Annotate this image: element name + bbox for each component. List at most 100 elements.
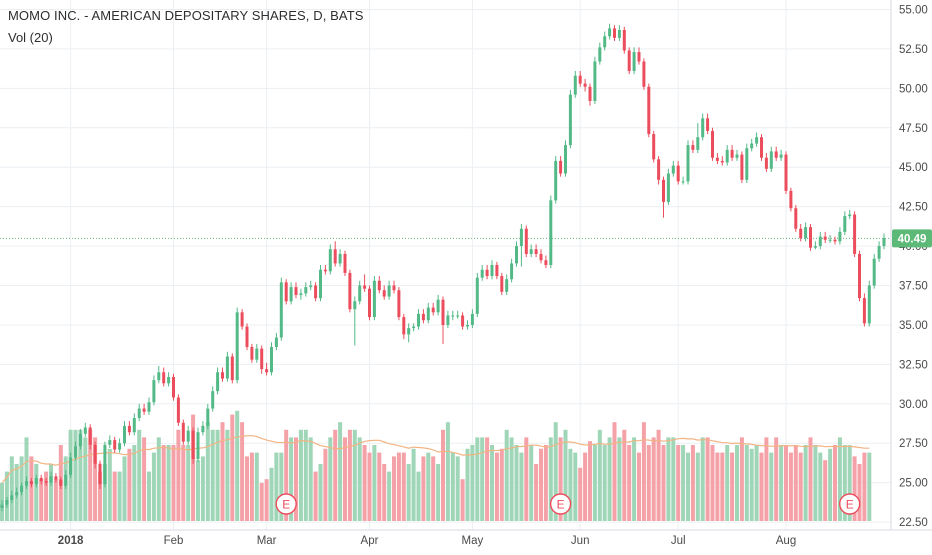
price-tick-label: 45.00 — [899, 162, 928, 174]
time-tick-label: Feb — [164, 535, 184, 547]
volume-bar — [235, 410, 240, 521]
volume-bar — [392, 456, 396, 521]
price-axis[interactable]: 22.5025.0027.5030.0032.5035.0037.5040.00… — [899, 4, 928, 529]
volume-bar — [142, 437, 147, 521]
volume-bar — [842, 445, 847, 521]
candle-body — [877, 246, 881, 259]
volume-bar — [803, 445, 808, 521]
volume-bar — [313, 471, 318, 521]
candle-body — [755, 137, 759, 144]
candle-body — [431, 307, 435, 313]
volume-moving-average-line — [1, 435, 870, 484]
time-axis[interactable]: 2018 Feb Mar Apr May Jun Jul Aug — [58, 535, 796, 547]
volume-bar — [641, 422, 646, 521]
volume-bar — [632, 437, 637, 521]
volume-bar — [34, 464, 39, 521]
volume-bar — [592, 445, 597, 521]
volume-bar — [367, 452, 372, 521]
volume-bar — [553, 422, 558, 521]
volume-bar — [107, 448, 112, 521]
candle-body — [769, 151, 773, 169]
candle-body — [201, 425, 205, 433]
candle-body — [784, 154, 788, 191]
candle-body — [701, 118, 705, 138]
candle-body — [88, 427, 92, 445]
volume-bar — [700, 437, 705, 521]
volume-bar — [230, 414, 235, 521]
earnings-marker[interactable]: E — [839, 493, 861, 515]
candle-body — [98, 463, 102, 485]
candle-body — [485, 269, 489, 277]
candle-body — [10, 495, 14, 501]
volume-bar — [573, 452, 578, 521]
candle-body — [78, 433, 82, 447]
volume-bar — [421, 456, 426, 521]
candle-body — [613, 28, 616, 38]
volume-bar — [676, 445, 681, 521]
volume-bar — [715, 452, 720, 521]
candle-body — [588, 86, 592, 101]
candle-body — [314, 285, 318, 299]
price-tick-label: 52.50 — [899, 44, 928, 56]
volume-bar — [607, 437, 612, 521]
volume-bar — [240, 422, 245, 521]
candle-body — [564, 145, 567, 174]
candle-body — [735, 154, 739, 158]
volume-bar — [215, 429, 220, 521]
candle-body — [333, 249, 337, 264]
candle-body — [230, 356, 234, 381]
earnings-marker-circle — [839, 493, 861, 515]
candle-body — [872, 258, 876, 286]
candle-body — [93, 444, 97, 464]
candle-body — [617, 29, 621, 38]
candle-body — [882, 238, 886, 247]
candle-body — [745, 148, 749, 180]
candle-body — [823, 236, 827, 240]
time-tick-label: Aug — [776, 535, 796, 547]
volume-bar — [328, 437, 333, 521]
volume-bar — [671, 437, 676, 521]
candle-body — [809, 227, 812, 248]
candle-body — [83, 427, 87, 434]
earnings-marker[interactable]: E — [275, 493, 297, 515]
price-tick-label: 27.50 — [899, 438, 928, 450]
candle-body — [387, 285, 391, 297]
candle-body — [568, 94, 572, 146]
volume-bar — [205, 422, 210, 521]
volume-bar — [735, 445, 739, 521]
volume-bar — [196, 460, 200, 521]
candle-body — [323, 269, 327, 272]
volume-bar — [808, 437, 813, 521]
volume-bar — [543, 445, 548, 521]
volume-bar — [127, 448, 132, 521]
price-tick-label: 37.50 — [899, 281, 928, 293]
volume-bar — [396, 452, 401, 521]
volume-bar — [730, 452, 735, 521]
volume-bar — [416, 471, 421, 521]
volume-bar — [78, 429, 83, 521]
volume-bar — [539, 448, 543, 521]
volume-bar — [377, 452, 382, 521]
candle-body — [794, 208, 798, 229]
volume-bar — [597, 429, 602, 521]
volume-bar — [583, 452, 588, 521]
volume-bar — [455, 456, 460, 521]
volume-bar — [749, 448, 754, 521]
candle-body — [417, 313, 420, 327]
candle-body — [740, 154, 744, 180]
candle-body — [74, 446, 77, 458]
candle-body — [49, 476, 53, 483]
candle-body — [441, 299, 445, 325]
candle-body — [461, 315, 465, 327]
candle-body — [519, 228, 523, 247]
candle-body — [760, 137, 763, 158]
candle-body — [573, 75, 577, 95]
volume-bar — [485, 437, 490, 521]
candle-body — [328, 249, 332, 272]
volume-bar — [171, 445, 176, 521]
earnings-marker[interactable]: E — [549, 493, 572, 515]
price-tick-label: 55.00 — [899, 4, 928, 16]
